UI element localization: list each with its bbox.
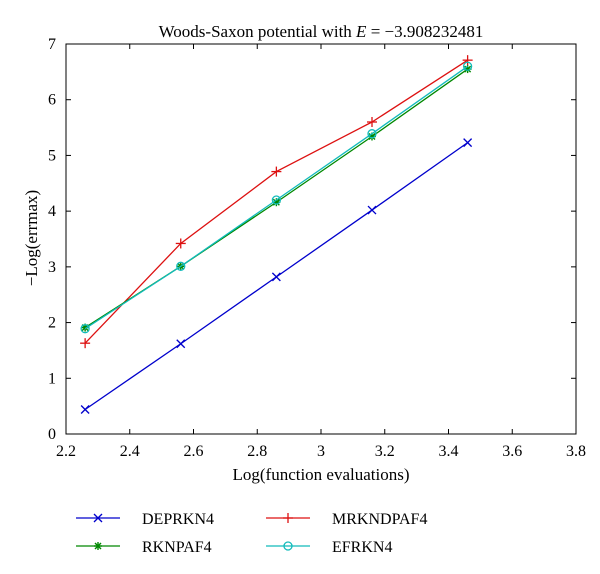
- y-tick-label: 6: [48, 92, 56, 109]
- data-point-deprkn4-marker: [463, 138, 473, 148]
- x-tick-label: 2.4: [120, 443, 140, 460]
- legend-label: DEPRKN4: [142, 511, 214, 528]
- legend-item-rknpaf4: RKNPAF4: [76, 539, 212, 556]
- data-point-deprkn4-marker: [176, 339, 186, 349]
- title-suffix: = −3.908232481: [366, 22, 483, 41]
- data-point-mrkndpaf4-marker: [271, 166, 282, 177]
- y-tick-label: 7: [48, 36, 56, 53]
- y-tick-label: 4: [48, 203, 56, 220]
- data-point-efrkn4-marker: [462, 61, 473, 71]
- legend-item-mrkndpaf4: MRKNDPAF4: [266, 511, 427, 528]
- title-variable: E: [355, 22, 367, 41]
- data-point-mrkndpaf4-marker: [175, 238, 186, 249]
- data-point-deprkn4-marker: [80, 405, 90, 414]
- series-mrkndpaf4: [80, 55, 473, 349]
- x-axis-title: Log(function evaluations): [232, 465, 409, 484]
- x-tick-label: 2.2: [56, 443, 76, 460]
- x-tick-label: 2.8: [247, 443, 267, 460]
- x-tick-label: 3: [317, 443, 325, 460]
- legend-efrkn4-marker: [283, 541, 293, 551]
- legend-deprkn4-marker: [93, 513, 103, 523]
- x-tick-label: 3.6: [502, 443, 522, 460]
- x-tick-label: 3.8: [566, 443, 586, 460]
- legend-rknpaf4-marker: [94, 542, 102, 550]
- y-tick-label: 1: [48, 370, 56, 387]
- x-tick-label: 3.2: [375, 443, 395, 460]
- legend-label: EFRKN4: [332, 539, 392, 556]
- data-point-efrkn4-marker: [271, 195, 282, 205]
- legend-item-deprkn4: DEPRKN4: [76, 511, 214, 528]
- legend-mrkndpaf4-marker: [283, 513, 293, 523]
- data-point-deprkn4-marker: [271, 272, 281, 282]
- legend-label: MRKNDPAF4: [332, 511, 427, 528]
- series-line-efrkn4: [84, 65, 469, 330]
- data-point-mrkndpaf4-marker: [367, 117, 377, 127]
- data-point-efrkn4-marker: [80, 324, 90, 334]
- y-tick-label: 5: [48, 147, 56, 164]
- chart-title: Woods-Saxon potential with E = −3.908232…: [159, 22, 484, 41]
- data-point-deprkn4-marker: [367, 205, 377, 215]
- y-tick-label: 3: [48, 259, 56, 276]
- title-prefix: Woods-Saxon potential with: [159, 22, 356, 41]
- data-point-efrkn4-marker: [367, 129, 377, 139]
- legend: DEPRKN4 MRKNDPAF4 RKNPAF4 EFRKN4: [76, 511, 427, 556]
- plot-frame: [65, 43, 577, 435]
- series-deprkn4: [80, 138, 473, 414]
- x-tick-label: 2.6: [184, 443, 204, 460]
- series-efrkn4: [80, 61, 473, 334]
- y-tick-label: 0: [48, 426, 56, 443]
- legend-label: RKNPAF4: [142, 539, 212, 556]
- y-axis-title: −Log(errmax): [22, 190, 41, 286]
- legend-item-efrkn4: EFRKN4: [266, 539, 392, 556]
- data-point-efrkn4-marker: [176, 261, 186, 271]
- y-tick-label: 2: [48, 315, 56, 332]
- data-point-mrkndpaf4-marker: [462, 55, 473, 66]
- x-tick-label: 3.4: [439, 443, 459, 460]
- data-point-mrkndpaf4-marker: [80, 338, 91, 349]
